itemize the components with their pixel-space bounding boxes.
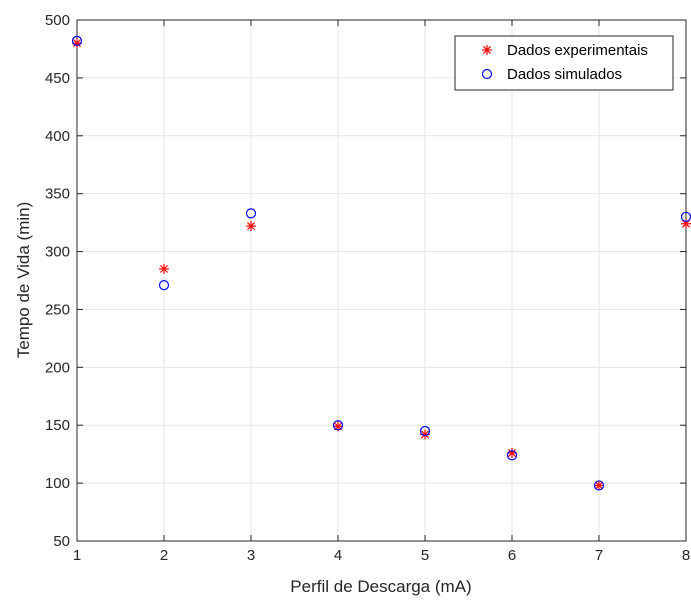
experimental-point-2: [159, 263, 169, 274]
experimental-point-1: [72, 38, 82, 49]
legend: Dados experimentais Dados simulados: [454, 35, 674, 91]
experimental-point-7: [594, 480, 604, 491]
y-tick-label-250: 250: [45, 301, 70, 318]
y-tick-label-500: 500: [45, 12, 70, 29]
data-points: [71, 35, 691, 491]
legend-label-experimental: Dados experimentais: [507, 42, 648, 59]
simulated-point-6: [506, 450, 518, 461]
simulated-point-5: [419, 425, 431, 437]
plot-frame: [76, 19, 687, 542]
y-tick-label-300: 300: [45, 244, 70, 261]
legend-box: [454, 35, 674, 91]
x-tick-label-2: 2: [160, 547, 168, 564]
x-tick-label-7: 7: [595, 547, 603, 564]
simulated-point-1: [71, 35, 83, 46]
y-tick-labels: 50 100 150 200 250 300 350 400 450 500: [45, 12, 70, 550]
experimental-point-8: [681, 218, 691, 229]
x-tick-label-1: 1: [73, 547, 81, 564]
x-tick-label-8: 8: [682, 547, 690, 564]
y-tick-label-50: 50: [53, 533, 70, 550]
simulated-point-2: [158, 280, 170, 291]
y-tick-label-400: 400: [45, 128, 70, 145]
y-tick-label-100: 100: [45, 475, 70, 492]
y-tick-label-450: 450: [45, 70, 70, 87]
y-axis-title: Tempo de Vida (min): [14, 202, 33, 359]
legend-marker-experimental: [482, 45, 492, 55]
y-tick-label-350: 350: [45, 186, 70, 203]
x-tick-label-5: 5: [421, 547, 429, 564]
legend-label-simulated: Dados simulados: [507, 66, 622, 83]
x-tick-label-6: 6: [508, 547, 516, 564]
experimental-point-6: [507, 448, 517, 459]
plot-background: [77, 20, 686, 541]
simulated-point-3: [245, 208, 257, 219]
experimental-point-3: [246, 221, 256, 232]
legend-marker-simulated: [481, 68, 493, 80]
simulated-point-7: [593, 480, 605, 491]
y-tick-label-150: 150: [45, 417, 70, 434]
x-tick-label-3: 3: [247, 547, 255, 564]
x-tick-label-4: 4: [334, 547, 342, 564]
y-tick-label-200: 200: [45, 359, 70, 376]
axis-ticks: [76, 19, 687, 542]
x-tick-labels: 1 2 3 4 5 6 7 8: [73, 547, 690, 564]
x-axis-title: Perfil de Descarga (mA): [290, 577, 471, 596]
simulated-point-4: [332, 420, 344, 431]
